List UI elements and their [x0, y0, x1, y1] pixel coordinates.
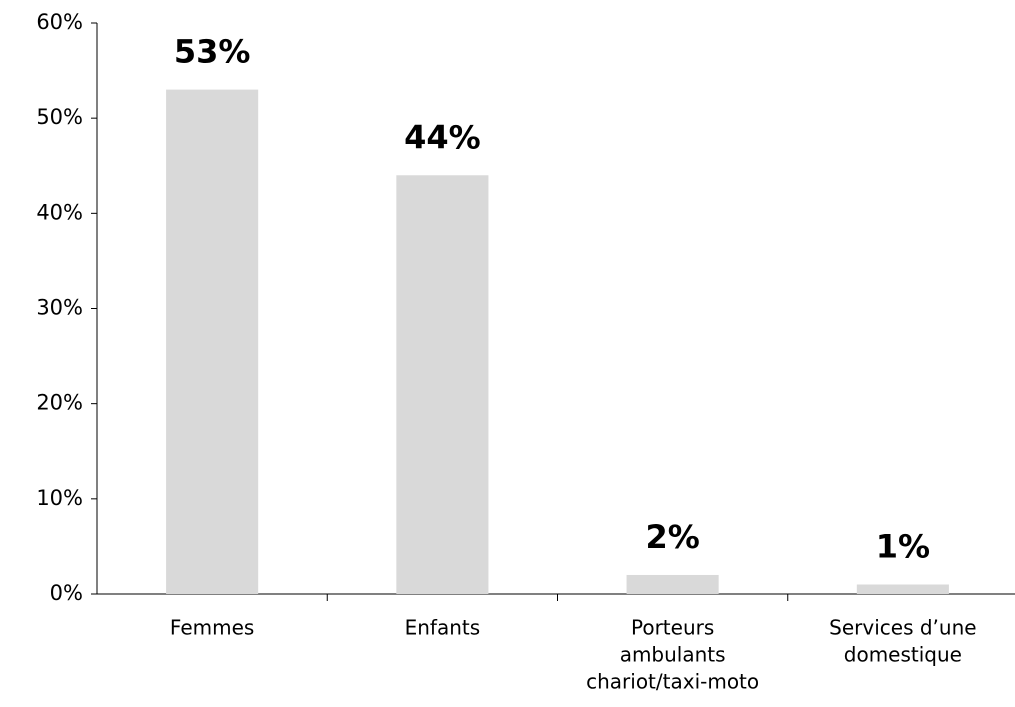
x-tick-label: domestique — [844, 643, 962, 667]
y-tick-label: 60% — [36, 10, 83, 34]
bar — [856, 584, 949, 594]
x-tick-label: Enfants — [405, 616, 481, 640]
value-label: 44% — [404, 118, 481, 156]
value-label: 1% — [876, 527, 930, 565]
y-tick-label: 20% — [36, 391, 83, 415]
x-tick-label: ambulants — [620, 643, 726, 667]
x-tick-label: Porteurs — [631, 616, 714, 640]
y-tick-label: 50% — [36, 105, 83, 129]
bar — [166, 89, 259, 594]
y-tick-label: 30% — [36, 296, 83, 320]
y-tick-label: 10% — [36, 486, 83, 510]
x-tick-label: chariot/taxi-moto — [586, 670, 759, 694]
value-label: 53% — [174, 33, 251, 71]
bar — [396, 175, 489, 594]
x-tick-label: Services d’une — [829, 616, 976, 640]
bar — [626, 574, 719, 594]
y-tick-label: 0% — [50, 581, 83, 605]
value-label: 2% — [645, 518, 699, 556]
y-tick-label: 40% — [36, 200, 83, 224]
x-tick-label: Femmes — [170, 616, 254, 640]
